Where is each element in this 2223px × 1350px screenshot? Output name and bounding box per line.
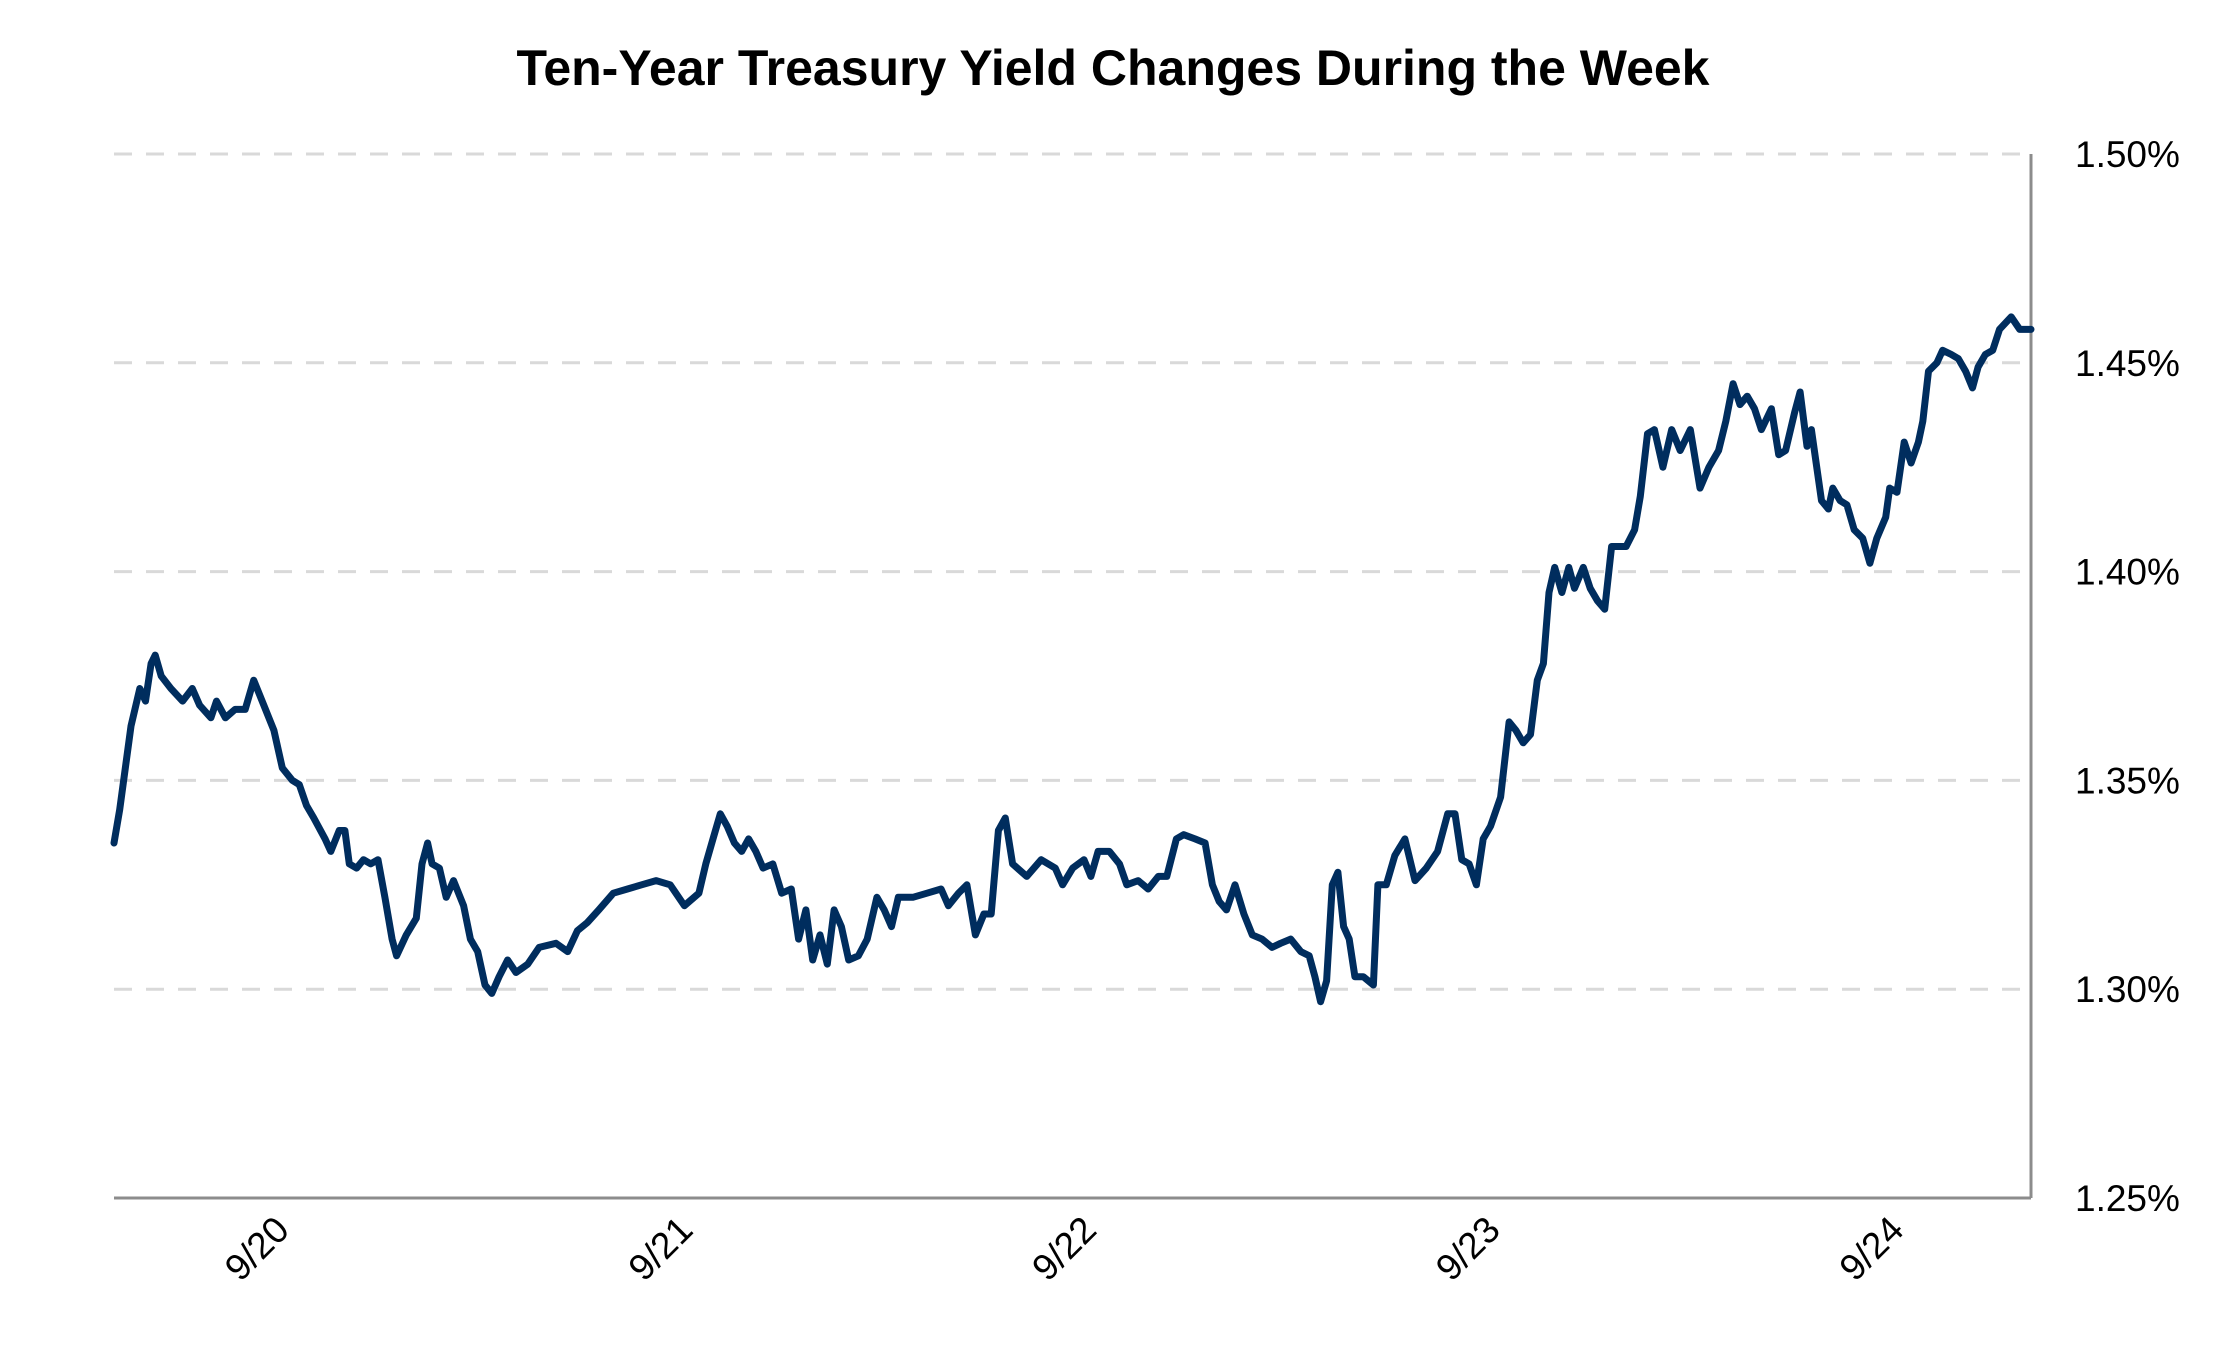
x-tick-label: 9/24 bbox=[1832, 1209, 1912, 1289]
y-axis-ticks: 1.25% 1.30% 1.35% 1.40% 1.45% 1.50% bbox=[2075, 134, 2180, 1219]
y-tick-label: 1.50% bbox=[2075, 134, 2180, 175]
x-tick-label: 9/21 bbox=[621, 1209, 701, 1289]
y-tick-label: 1.25% bbox=[2075, 1178, 2180, 1219]
y-tick-label: 1.35% bbox=[2075, 760, 2180, 801]
x-tick-label: 9/22 bbox=[1024, 1209, 1104, 1289]
x-tick-label: 9/23 bbox=[1428, 1209, 1508, 1289]
y-tick-label: 1.40% bbox=[2075, 552, 2180, 593]
y-tick-label: 1.45% bbox=[2075, 343, 2180, 384]
series-line-ten-year-yield bbox=[110, 313, 2035, 1006]
chart-title: Ten-Year Treasury Yield Changes During t… bbox=[517, 40, 1710, 96]
x-tick-label: 9/20 bbox=[217, 1209, 297, 1289]
y-tick-label: 1.30% bbox=[2075, 969, 2180, 1010]
x-axis-ticks: 9/20 9/21 9/22 9/23 9/24 bbox=[217, 1209, 1912, 1289]
